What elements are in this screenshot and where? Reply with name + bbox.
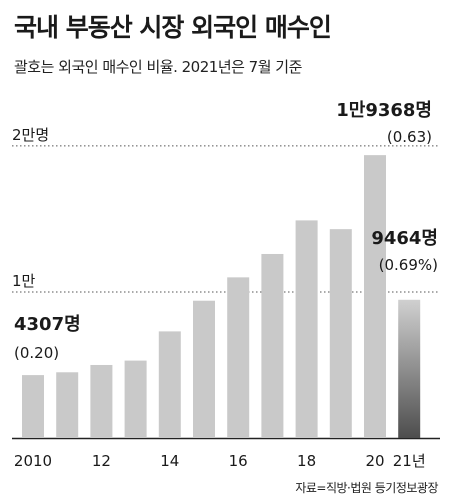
bar: [193, 300, 215, 438]
x-tick-label: 16: [229, 452, 248, 470]
data-label-ratio: (0.20): [14, 344, 59, 362]
x-tick-label: 20: [365, 452, 384, 470]
bar: [398, 299, 421, 438]
y-tick-label: 2만명: [12, 126, 49, 144]
bar: [261, 253, 284, 438]
x-tick-label: 18: [297, 452, 316, 470]
x-tick-label: 2010: [14, 452, 52, 470]
source-note: 자료=직방·법원 등기정보광장: [295, 481, 438, 495]
bar: [364, 155, 386, 438]
data-label-value: 1만9368명: [336, 100, 432, 121]
bar: [56, 372, 79, 438]
chart-subtitle: 괄호는 외국인 매수인 비율. 2021년은 7월 기준: [14, 58, 302, 76]
x-tick-label: 21년: [393, 452, 426, 470]
x-tick-label: 14: [160, 452, 179, 470]
x-tick-label: 12: [92, 452, 111, 470]
chart-title: 국내 부동산 시장 외국인 매수인: [14, 13, 332, 42]
bar: [90, 364, 113, 438]
data-label-ratio: (0.69%): [379, 256, 438, 274]
data-label-value: 4307명: [14, 314, 81, 335]
y-tick-label: 1만: [12, 272, 36, 290]
bar: [158, 331, 181, 438]
data-label-ratio: (0.63): [387, 128, 432, 146]
bar: [22, 375, 44, 438]
bar: [124, 360, 147, 438]
data-label-value: 9464명: [371, 228, 438, 249]
bar: [295, 220, 318, 438]
bar: [329, 229, 352, 438]
bar: [227, 277, 250, 438]
